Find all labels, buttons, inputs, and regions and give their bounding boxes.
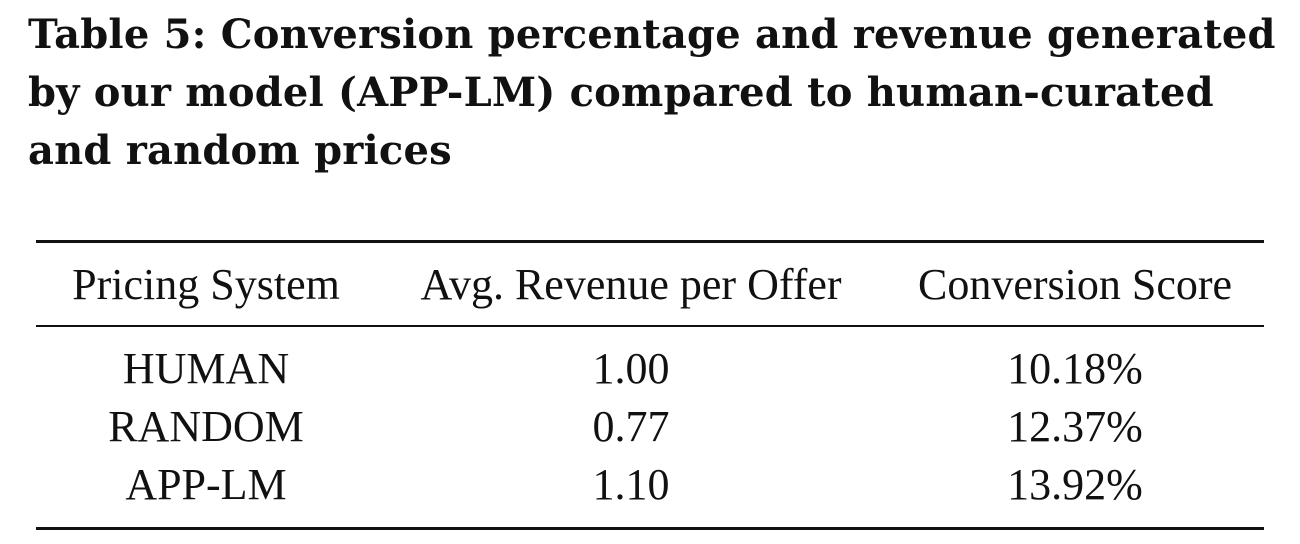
header-row: Pricing System Avg. Revenue per Offer Co…: [36, 241, 1264, 326]
cell-pricing-system: RANDOM: [108, 401, 304, 451]
header-pricing-system: Pricing System: [72, 259, 340, 309]
cell-conversion-score: 10.18%: [1007, 343, 1143, 393]
table-row: APP-LM 1.10 13.92%: [36, 455, 1264, 529]
cell-pricing-system: APP-LM: [125, 459, 287, 509]
table-row: RANDOM 0.77 12.37%: [36, 397, 1264, 455]
cell-avg-revenue: 1.00: [592, 343, 670, 393]
results-table-container: Pricing System Avg. Revenue per Offer Co…: [36, 240, 1264, 530]
cell-avg-revenue: 1.10: [592, 459, 670, 509]
cell-conversion-score: 13.92%: [1007, 459, 1143, 509]
table-caption: Table 5: Conversion percentage and reven…: [28, 11, 1276, 174]
header-avg-revenue: Avg. Revenue per Offer: [420, 259, 842, 309]
cell-pricing-system: HUMAN: [122, 343, 290, 393]
cell-conversion-score: 12.37%: [1007, 401, 1143, 451]
header-conversion-score: Conversion Score: [917, 259, 1233, 309]
table-header: Pricing System Avg. Revenue per Offer Co…: [36, 241, 1264, 326]
results-table: Pricing System Avg. Revenue per Offer Co…: [36, 240, 1264, 530]
cell-avg-revenue: 0.77: [592, 401, 670, 451]
table-row: HUMAN 1.00 10.18%: [36, 326, 1264, 397]
table-body: HUMAN 1.00 10.18% RANDOM 0.77 12.37% APP…: [36, 326, 1264, 529]
